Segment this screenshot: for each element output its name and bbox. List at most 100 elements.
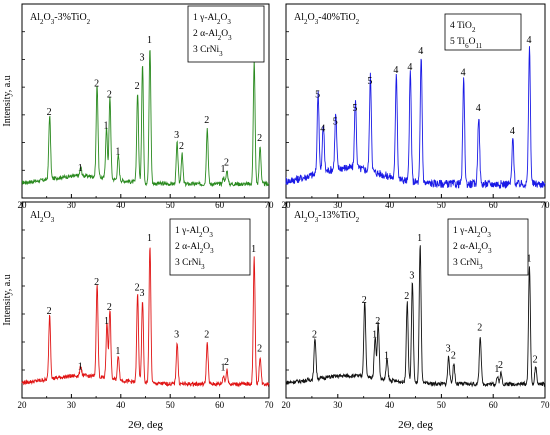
x-axis-label: 2Θ, deg [398, 419, 433, 431]
peak-label: 2 [498, 360, 503, 371]
peak-label: 2 [375, 316, 380, 327]
peak-label: 4 [510, 126, 515, 137]
legend-box [169, 218, 251, 276]
legend-entry: 3 CrNi3 [193, 45, 223, 58]
legend-entry: 2 α-Al2O3 [193, 29, 232, 42]
panel-title: Al2O3 [30, 210, 55, 224]
peak-label: 1 [103, 121, 108, 132]
peak-label: 2 [94, 79, 99, 90]
peak-label: 1 [526, 254, 531, 265]
peak-label: 1 [104, 316, 109, 327]
x-tick-label: 30 [333, 200, 343, 210]
x-tick-label: 50 [437, 400, 447, 410]
peak-label: 2 [107, 89, 112, 100]
peak-label: 2 [135, 283, 140, 294]
legend-entry: 2 α-Al2O3 [453, 242, 492, 255]
peak-label: 1 [372, 330, 377, 341]
xrd-panel-1: 2121212313221212203040506070Al2O3-3%TiO2… [2, 3, 274, 210]
peak-label: 4 [320, 123, 325, 134]
peak-label: 2 [47, 107, 52, 118]
x-tick-label: 40 [385, 200, 395, 210]
peak-label: 4 [476, 103, 481, 114]
peak-label: 1 [147, 35, 152, 46]
peak-label: 5 [333, 117, 338, 128]
y-axis-label: Intensity, a.u [2, 274, 13, 325]
peak-label: 1 [115, 346, 120, 357]
peak-label: 2 [451, 350, 456, 361]
x-tick-label: 50 [166, 400, 176, 410]
peak-label: 2 [477, 323, 482, 334]
peak-label: 3 [140, 53, 145, 64]
peak-label: 2 [179, 141, 184, 152]
x-tick-label: 20 [282, 400, 292, 410]
legend-entry: 3 CrNi3 [175, 258, 205, 271]
x-tick-label: 30 [67, 200, 77, 210]
legend-entry: 1 γ-Al2O3 [193, 13, 231, 26]
peak-label: 1 [147, 233, 152, 244]
y-axis-label: Intensity, a.u [2, 75, 13, 126]
x-tick-label: 40 [385, 400, 395, 410]
x-tick-label: 50 [437, 200, 447, 210]
peak-label: 1 [417, 233, 422, 244]
peak-label: 1 [78, 163, 83, 174]
peak-label: 1 [221, 363, 226, 374]
peak-label: 4 [418, 46, 423, 57]
x-tick-label: 60 [215, 200, 225, 210]
x-tick-label: 30 [333, 400, 343, 410]
peak-label: 2 [204, 330, 209, 341]
peak-label: 2 [257, 133, 262, 144]
peak-label: 1 [494, 364, 499, 375]
legend-box [187, 5, 265, 63]
peak-label: 2 [224, 157, 229, 168]
peak-label: 4 [393, 65, 398, 76]
panel-title: Al2O3-3%TiO2 [30, 12, 91, 26]
x-tick-label: 60 [489, 200, 499, 210]
x-tick-label: 40 [116, 200, 126, 210]
x-tick-label: 60 [489, 400, 499, 410]
peak-label: 5 [315, 89, 320, 100]
series-line [285, 46, 546, 190]
peak-label: 2 [533, 354, 538, 365]
x-axis-label: 2Θ, deg [128, 419, 163, 431]
peak-label: 1 [115, 147, 120, 158]
peak-label: 2 [362, 295, 367, 306]
x-tick-label: 50 [166, 200, 176, 210]
peak-label: 1 [384, 350, 389, 361]
peak-label: 2 [312, 330, 317, 341]
x-tick-label: 40 [116, 400, 126, 410]
peak-label: 3 [174, 130, 179, 141]
x-tick-label: 60 [215, 400, 225, 410]
peak-label: 2 [257, 343, 262, 354]
panel-title: Al2O3-13%TiO2 [294, 210, 360, 224]
peak-label: 5 [352, 103, 357, 114]
legend-entry: 4 TiO2 [450, 21, 476, 34]
peak-label: 3 [446, 343, 451, 354]
peak-label: 4 [407, 62, 412, 73]
peak-label: 3 [174, 330, 179, 341]
peak-label: 1 [251, 244, 256, 255]
peak-label: 3 [409, 270, 414, 281]
peak-label: 2 [204, 115, 209, 126]
legend-entry: 1 γ-Al2O3 [175, 226, 213, 239]
series-line [21, 50, 270, 188]
x-tick-label: 70 [265, 400, 275, 410]
x-tick-label: 30 [67, 400, 77, 410]
x-tick-label: 20 [18, 400, 28, 410]
peak-label: 5 [367, 76, 372, 87]
x-tick-label: 70 [541, 400, 550, 410]
legend-entry: 3 CrNi3 [453, 258, 483, 271]
peak-label: 1 [221, 164, 226, 175]
legend-entry: 2 α-Al2O3 [175, 242, 214, 255]
legend-entry: 1 γ-Al2O3 [453, 226, 491, 239]
peak-label: 2 [135, 81, 140, 92]
legend-entry: 5 Ti6O11 [450, 37, 483, 50]
peak-label: 1 [78, 361, 83, 372]
panel-title: Al2O3-40%TiO2 [294, 12, 360, 26]
legend-box [444, 13, 522, 51]
peak-label: 2 [224, 357, 229, 368]
series-line [21, 247, 270, 388]
